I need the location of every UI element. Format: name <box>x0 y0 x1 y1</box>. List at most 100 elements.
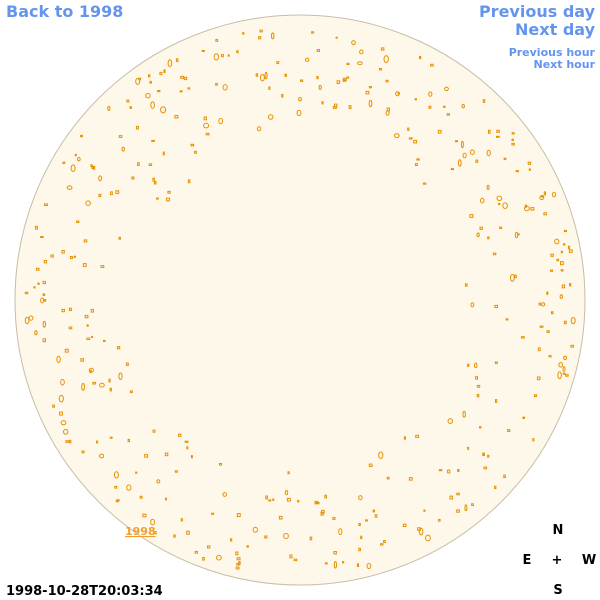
feature <box>358 547 361 552</box>
feature <box>276 61 280 65</box>
feature <box>152 177 155 182</box>
feature <box>96 440 99 444</box>
feature <box>365 519 368 522</box>
feature <box>81 450 85 454</box>
feature <box>190 143 195 147</box>
feature <box>163 69 166 74</box>
feature <box>180 518 183 522</box>
feature <box>99 382 105 388</box>
feature <box>116 346 121 350</box>
feature <box>499 226 503 230</box>
feature <box>83 239 88 243</box>
feature <box>271 32 275 40</box>
feature <box>84 314 89 319</box>
feature <box>118 135 123 138</box>
feature <box>252 526 259 533</box>
feature <box>194 550 198 554</box>
feature <box>135 471 138 474</box>
feature <box>135 77 141 85</box>
feature <box>148 74 151 78</box>
feature <box>268 86 271 90</box>
feature <box>467 363 470 367</box>
feature <box>60 420 67 426</box>
feature <box>402 523 407 528</box>
feature <box>318 84 322 90</box>
feature <box>483 466 488 470</box>
feature <box>415 434 420 438</box>
feature <box>74 153 77 157</box>
feature <box>90 308 94 313</box>
features <box>24 29 576 570</box>
feature <box>238 561 241 566</box>
feature <box>202 557 205 561</box>
feature <box>139 495 143 499</box>
feature <box>65 440 69 443</box>
feature <box>365 90 370 95</box>
feature <box>99 453 105 459</box>
feature <box>98 193 102 198</box>
feature <box>156 197 159 200</box>
year-link[interactable]: 1998 <box>125 525 156 538</box>
feature <box>494 485 497 490</box>
feature <box>393 133 400 139</box>
feature <box>476 393 480 398</box>
feature <box>222 492 227 497</box>
feature <box>458 159 462 167</box>
feature <box>559 294 563 299</box>
next-day-link[interactable]: Next day <box>515 20 596 39</box>
feature <box>207 545 211 549</box>
feature <box>284 73 287 77</box>
feature <box>456 492 460 496</box>
feature <box>61 250 65 254</box>
feature <box>149 80 152 84</box>
solar-disk <box>14 14 586 586</box>
feature <box>471 503 474 506</box>
feature <box>539 195 545 200</box>
feature <box>24 291 29 295</box>
feature <box>551 191 557 198</box>
feature <box>551 311 554 315</box>
back-link[interactable]: Back to 1998 <box>6 2 123 21</box>
feature <box>109 387 112 392</box>
feature <box>543 191 546 196</box>
feature <box>560 269 564 272</box>
feature <box>358 523 361 526</box>
feature <box>42 320 46 328</box>
feature <box>498 202 501 205</box>
feature <box>50 254 54 258</box>
feature <box>446 113 451 116</box>
feature <box>213 53 220 61</box>
feature <box>462 410 466 418</box>
feature <box>235 551 239 556</box>
feature <box>511 138 514 141</box>
feature <box>356 563 359 568</box>
feature <box>267 114 274 120</box>
feature <box>562 372 566 375</box>
feature <box>554 238 560 245</box>
feature <box>476 232 480 238</box>
feature <box>229 538 233 542</box>
feature <box>137 162 140 166</box>
next-hour-link[interactable]: Next hour <box>534 58 596 71</box>
feature <box>530 207 535 211</box>
feature <box>85 200 91 206</box>
previous-day-link[interactable]: Previous day <box>479 2 596 21</box>
feature <box>414 98 418 101</box>
feature <box>514 274 517 279</box>
feature <box>100 265 105 268</box>
feature <box>144 454 149 458</box>
compass-west: W <box>582 553 596 568</box>
feature <box>236 513 241 517</box>
feature <box>127 438 131 443</box>
feature <box>215 39 219 42</box>
feature <box>235 566 240 570</box>
feature <box>287 471 290 475</box>
feature <box>563 229 568 233</box>
feature <box>444 86 449 92</box>
feature <box>368 86 372 89</box>
feature <box>68 307 72 312</box>
previous-hour-link[interactable]: Previous hour <box>509 46 596 59</box>
feature <box>81 383 85 391</box>
feature <box>115 190 120 194</box>
feature <box>342 561 345 564</box>
